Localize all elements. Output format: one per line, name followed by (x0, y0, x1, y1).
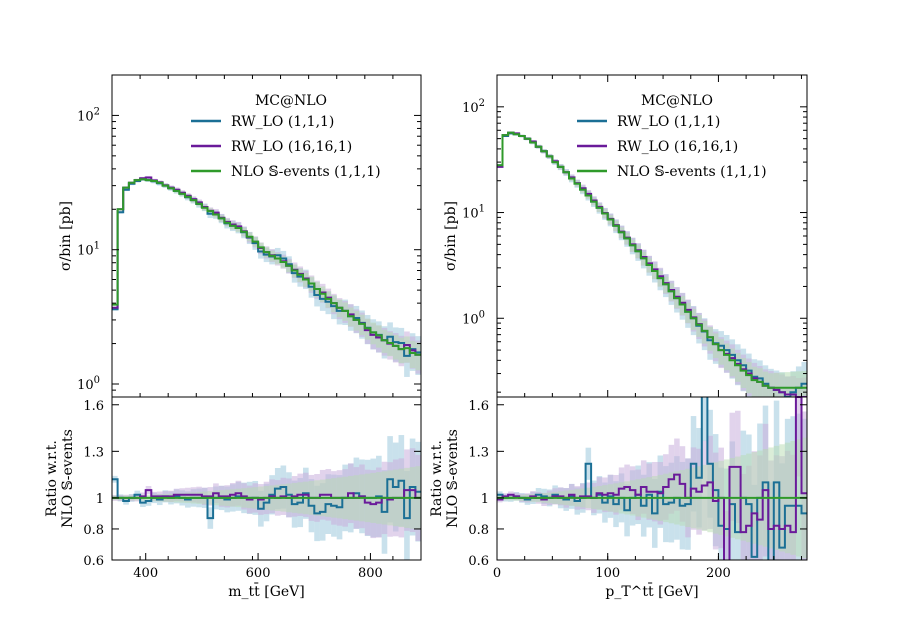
right-main-plot-area (497, 131, 807, 397)
y-tick-base: 10 (462, 207, 479, 222)
legend-label-2: RW_LO (16,16,1) (617, 139, 738, 155)
error-band-3-bin-40 (718, 339, 724, 365)
y-tick-label: 102 (462, 98, 485, 116)
legend-label-1: RW_LO (1,1,1) (617, 114, 720, 130)
series-line-3 (112, 178, 421, 356)
right-ratio-plot-area (497, 397, 807, 560)
error-band-1-bin-37 (701, 397, 708, 442)
error-band-3-bin-43 (735, 352, 741, 382)
right-ratio-frame (496, 396, 808, 561)
left-ratio-panel: 0.6 0.8 1 1.3 1.6 400 600 800 (83, 396, 422, 581)
error-band-3-bin-45 (746, 362, 752, 394)
y-tick-label: 0.8 (468, 523, 489, 538)
y-tick-exponent: 2 (479, 98, 485, 109)
left-main-plot-area (112, 175, 421, 377)
y-tick-label: 1 (96, 492, 104, 507)
x-tick-label: 400 (133, 566, 158, 581)
y-tick-base: 10 (77, 244, 94, 259)
error-band-3-bin-52 (784, 372, 791, 397)
left-ratio-frame (111, 396, 422, 561)
error-band-3-bin-34 (685, 302, 691, 323)
y-tick-label: 1.6 (83, 399, 104, 414)
y-tick-base: 10 (77, 378, 94, 393)
legend-title: MC@NLO (641, 93, 713, 109)
y-axis-label: σ/bin [pb] (58, 201, 74, 271)
series-line-3 (497, 131, 807, 389)
error-band-2-bin-54 (795, 397, 802, 477)
error-band-3-bin-46 (370, 322, 377, 345)
error-band-3-bin-48 (381, 329, 388, 353)
legend-label-1: RW_LO (1,1,1) (231, 114, 334, 130)
right-ratio-panel: 0.6 0.8 1 1.3 1.6 0 100 200 (468, 396, 808, 581)
legend-label-2: RW_LO (16,16,1) (231, 139, 352, 155)
ratio-y-axis-label-line-1: Ratio w.r.t. (44, 440, 60, 517)
y-tick-exponent: 0 (479, 309, 485, 320)
y-tick-label: 1.3 (468, 445, 489, 460)
ratio-y-axis-label-line-2: NLO 𝕊-events (445, 429, 461, 528)
y-tick-label: 1.6 (468, 399, 489, 414)
error-band-3-bin-35 (690, 309, 697, 330)
error-band-3-bin-50 (773, 372, 780, 397)
error-band-3-bin-39 (712, 333, 719, 359)
y-tick-exponent: 0 (94, 375, 100, 386)
y-tick-label: 101 (77, 241, 100, 259)
error-band-3-bin-53 (790, 371, 796, 397)
y-tick-label: 0.6 (468, 554, 489, 569)
error-band-3-bin-51 (398, 337, 405, 364)
error-band-3-bin-51 (779, 372, 785, 397)
legend-label-3: NLO 𝕊-events (1,1,1) (231, 164, 381, 180)
x-tick-label: 600 (246, 566, 271, 581)
x-tick-label: 100 (595, 566, 620, 581)
y-tick-label: 100 (77, 375, 100, 393)
y-tick-label: 100 (462, 309, 485, 327)
error-band-3-bin-54 (795, 371, 802, 397)
error-band-3-bin-47 (376, 325, 382, 348)
error-band-3-bin-46 (751, 366, 758, 397)
legend: MC@NLO RW_LO (1,1,1) RW_LO (16,16,1) NLO 𝕊-… (577, 93, 767, 180)
error-band-3-bin-50 (392, 334, 399, 360)
y-axis-label: σ/bin [pb] (443, 201, 459, 271)
y-tick-base: 10 (462, 101, 479, 116)
error-band-3-bin-49 (768, 373, 774, 397)
ratio-y-axis-label-line-1: Ratio w.r.t. (429, 440, 445, 517)
x-tick-label: 0 (493, 566, 501, 581)
error-band-3-bin-52 (404, 336, 410, 363)
x-tick-label: 200 (706, 566, 731, 581)
error-band-3-bin-48 (762, 371, 769, 397)
legend: MC@NLO RW_LO (1,1,1) RW_LO (16,16,1) NLO 𝕊-… (191, 93, 381, 180)
y-tick-base: 10 (462, 312, 479, 327)
y-tick-label: 0.6 (83, 554, 104, 569)
x-axis-label: p_T^tt̄ [GeV] (605, 582, 698, 600)
y-tick-label: 102 (77, 106, 100, 124)
error-band-3-bin-53 (409, 341, 416, 369)
ratio-y-axis-label-line-2: NLO 𝕊-events (60, 429, 76, 528)
y-tick-exponent: 2 (94, 106, 100, 117)
y-tick-label: 1.3 (83, 445, 104, 460)
y-tick-exponent: 1 (94, 241, 100, 252)
error-band-3-bin-44 (740, 358, 747, 388)
y-tick-label: 0.8 (83, 523, 104, 538)
y-tick-label: 101 (462, 204, 485, 222)
error-band-3-bin-54 (415, 342, 421, 371)
legend-label-3: NLO 𝕊-events (1,1,1) (617, 164, 767, 180)
left-ratio-plot-area (112, 435, 421, 560)
y-tick-label: 1 (481, 492, 489, 507)
y-tick-base: 10 (77, 109, 94, 124)
error-band-3-bin-41 (723, 343, 730, 371)
legend-title: MC@NLO (255, 93, 327, 109)
x-axis-label: m_tt̄ [GeV] (228, 582, 304, 600)
x-tick-label: 800 (358, 566, 383, 581)
y-tick-exponent: 1 (479, 204, 485, 215)
error-band-3-bin-42 (729, 348, 736, 377)
error-band-3-bin-38 (707, 327, 713, 351)
